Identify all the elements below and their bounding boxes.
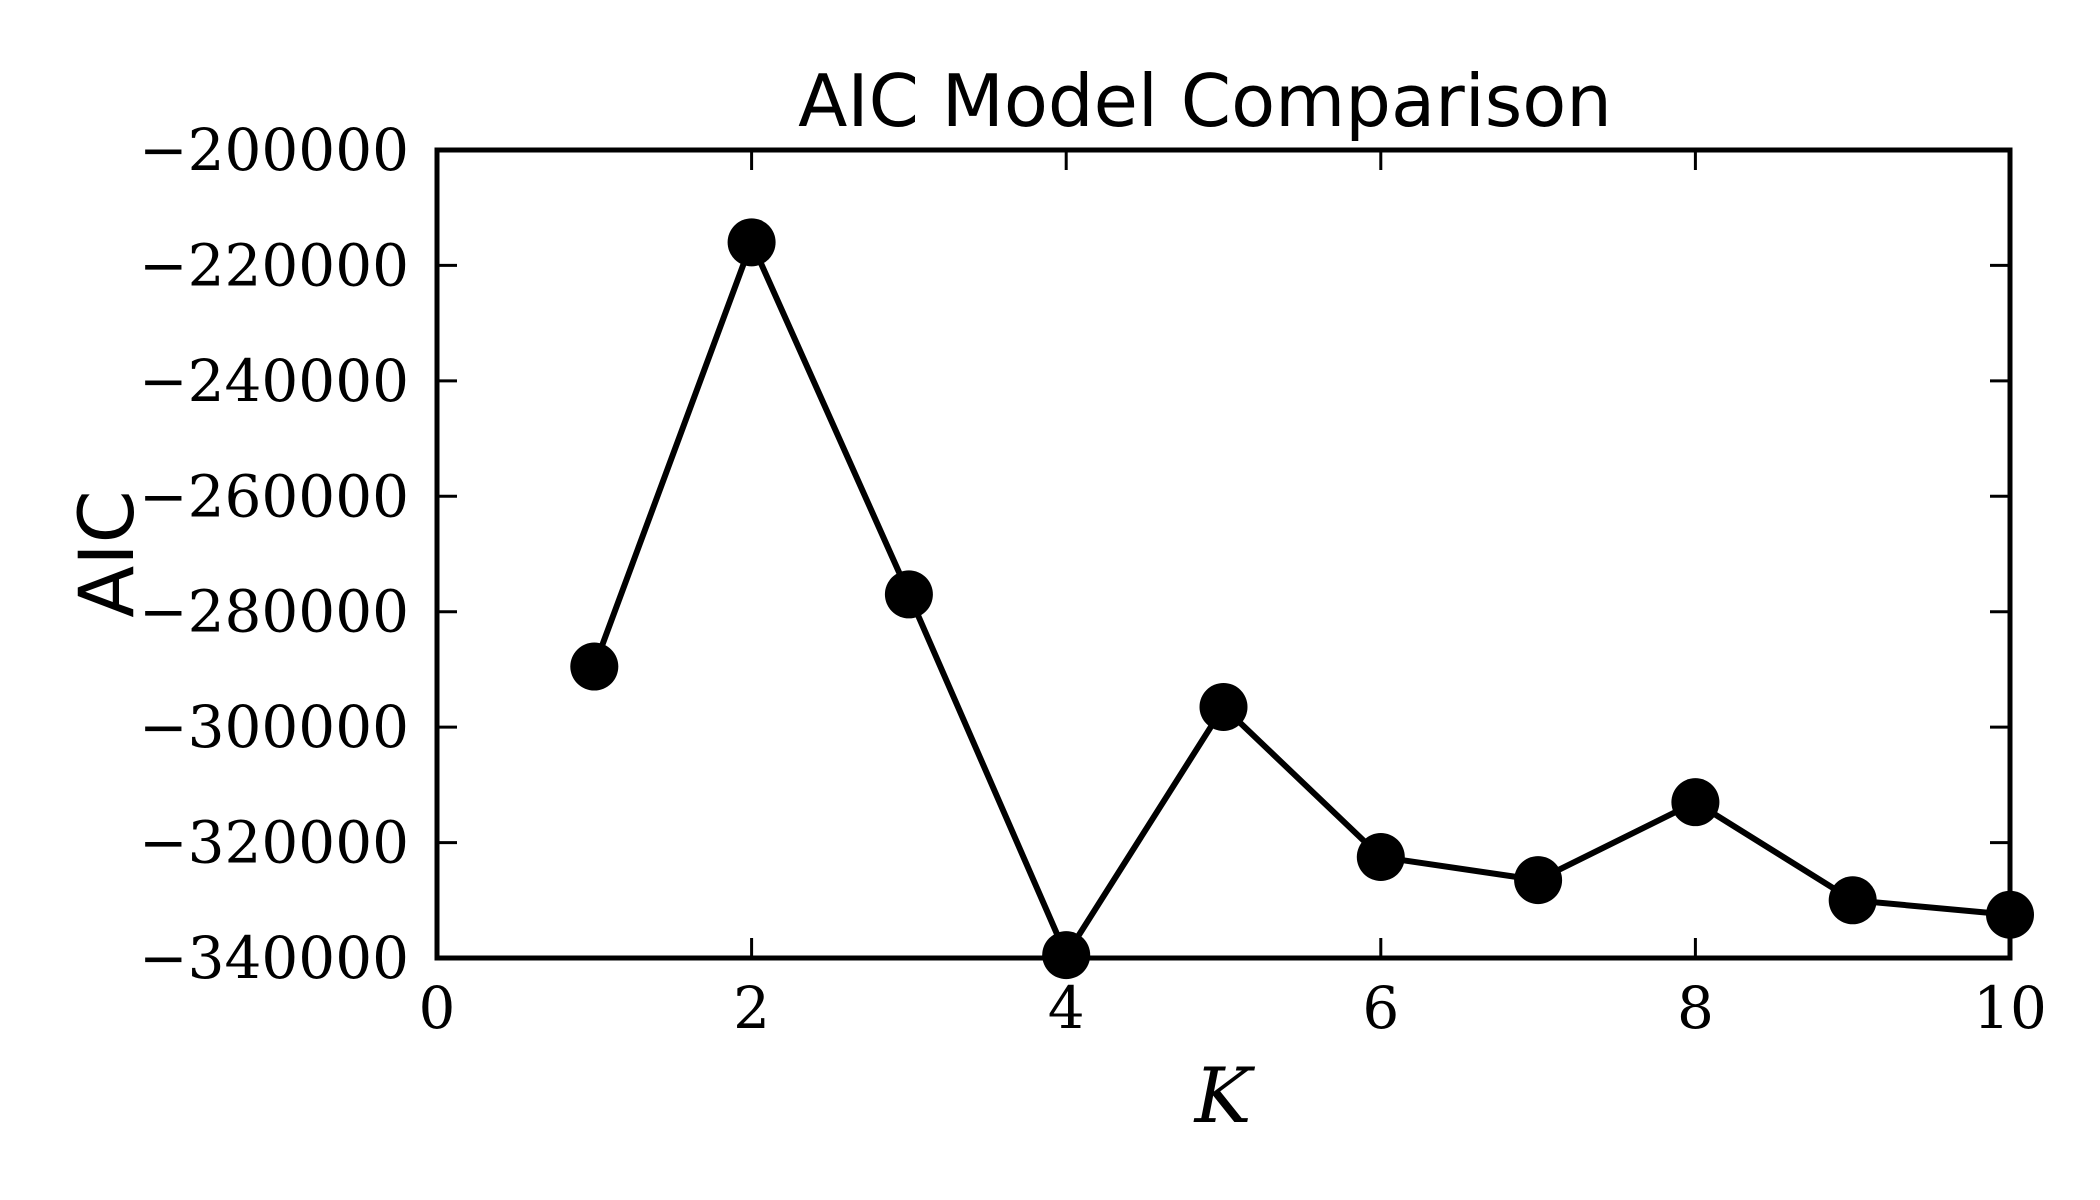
data-point (1828, 876, 1877, 925)
data-point (570, 642, 619, 691)
data-point (727, 218, 776, 267)
x-tick-label: 6 (1362, 974, 1399, 1042)
data-point (884, 570, 933, 619)
y-tick-label: −340000 (139, 924, 409, 992)
x-axis-label: K (1193, 1051, 1256, 1140)
x-tick-label: 0 (419, 974, 456, 1042)
y-tick-label: −300000 (139, 693, 409, 761)
y-axis-tick-labels: −340000 −320000 −300000 −280000 −260000 −2400… (139, 116, 409, 992)
series-line (591, 239, 2011, 959)
x-tick-label: 4 (1048, 974, 1085, 1042)
axis-ticks (435, 148, 2012, 960)
chart-title: AIC Model Comparison (798, 59, 1612, 143)
data-point (1356, 833, 1405, 881)
y-tick-label: −220000 (139, 231, 409, 299)
series-lines (591, 239, 2011, 959)
y-tick-label: −280000 (139, 578, 409, 646)
x-tick-label: 8 (1677, 974, 1714, 1042)
y-tick-label: −240000 (139, 347, 409, 415)
data-point (1986, 890, 2034, 939)
data-point (1671, 778, 1720, 827)
x-axis-tick-labels: 0 2 4 6 8 10 (419, 974, 2047, 1042)
series-points (570, 218, 2034, 980)
data-point (1042, 931, 1091, 980)
data-point (1199, 682, 1248, 731)
plot-frame (434, 147, 2013, 961)
x-tick-label: 10 (1973, 974, 2047, 1042)
y-axis-label: AIC (62, 490, 151, 617)
data-point (1514, 856, 1563, 905)
x-tick-label: 2 (733, 974, 770, 1042)
y-tick-label: −200000 (139, 116, 409, 184)
plot-area: 0 2 4 6 8 10 −340000 −320000 −300000 −280000 −260… (139, 116, 2047, 1042)
y-tick-label: −320000 (139, 809, 409, 877)
y-tick-label: −260000 (139, 462, 409, 530)
